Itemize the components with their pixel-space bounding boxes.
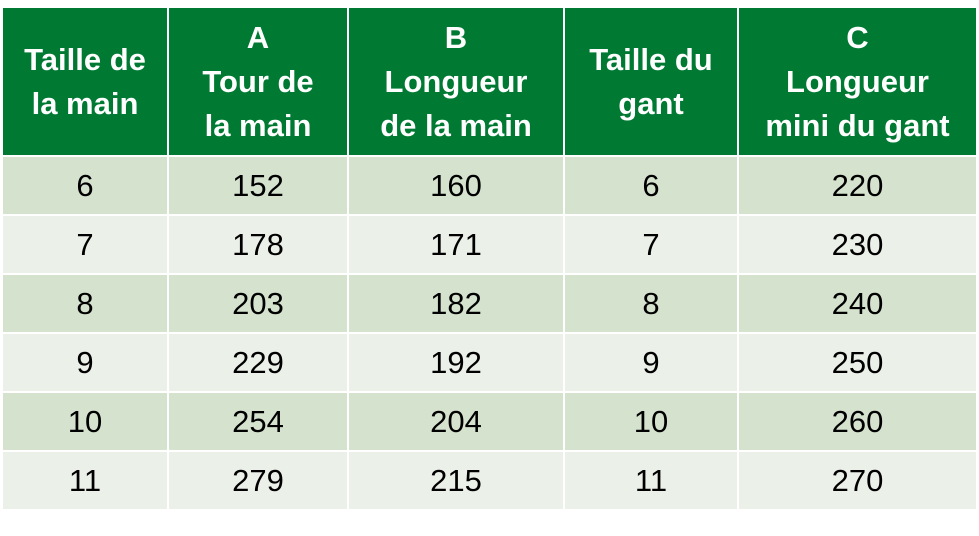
table-row: 11 279 215 11 270 [1,450,978,511]
table-cell: 6 [563,155,739,216]
header-line: de la main [380,107,532,143]
table-cell: 9 [563,332,739,393]
table-cell: 171 [347,214,565,275]
table-cell: 7 [563,214,739,275]
header-hand-size: Taille de la main [1,6,169,157]
header-row: Taille de la main A Tour de la main B Lo… [1,6,978,157]
table-cell: 8 [563,273,739,334]
header-line: B [444,19,468,55]
table-cell: 250 [737,332,978,393]
table-cell: 160 [347,155,565,216]
table-cell: 10 [563,391,739,452]
table-cell: 254 [167,391,349,452]
header-line: A [246,19,270,55]
header-line: la main [31,85,139,121]
header-line: Longueur [384,63,528,99]
header-line: Taille du [589,41,713,77]
header-glove-size: Taille du gant [563,6,739,157]
table-cell: 230 [737,214,978,275]
table-row: 10 254 204 10 260 [1,391,978,452]
header-line: Longueur [786,63,929,99]
table-cell: 182 [347,273,565,334]
table-cell: 11 [1,450,169,511]
table-cell: 192 [347,332,565,393]
header-line: Tour de [202,63,314,99]
header-line: C [846,19,869,55]
header-hand-circumference: A Tour de la main [167,6,349,157]
table-cell: 279 [167,450,349,511]
table-cell: 7 [1,214,169,275]
header-min-glove-length: C Longueur mini du gant [737,6,978,157]
header-hand-length: B Longueur de la main [347,6,565,157]
table-row: 9 229 192 9 250 [1,332,978,393]
table-cell: 215 [347,450,565,511]
glove-size-table: Taille de la main A Tour de la main B Lo… [1,6,978,511]
table-row: 8 203 182 8 240 [1,273,978,334]
table-cell: 9 [1,332,169,393]
table-row: 6 152 160 6 220 [1,155,978,216]
table-cell: 204 [347,391,565,452]
table-cell: 152 [167,155,349,216]
header-line: mini du gant [765,107,950,143]
table-cell: 203 [167,273,349,334]
table-cell: 6 [1,155,169,216]
table-cell: 11 [563,450,739,511]
table-cell: 260 [737,391,978,452]
table-cell: 178 [167,214,349,275]
table-cell: 8 [1,273,169,334]
table-cell: 220 [737,155,978,216]
header-line: Taille de [24,41,146,77]
table-cell: 229 [167,332,349,393]
table-cell: 240 [737,273,978,334]
table-cell: 270 [737,450,978,511]
header-line: gant [618,85,684,121]
header-line: la main [204,107,312,143]
table-row: 7 178 171 7 230 [1,214,978,275]
table-cell: 10 [1,391,169,452]
